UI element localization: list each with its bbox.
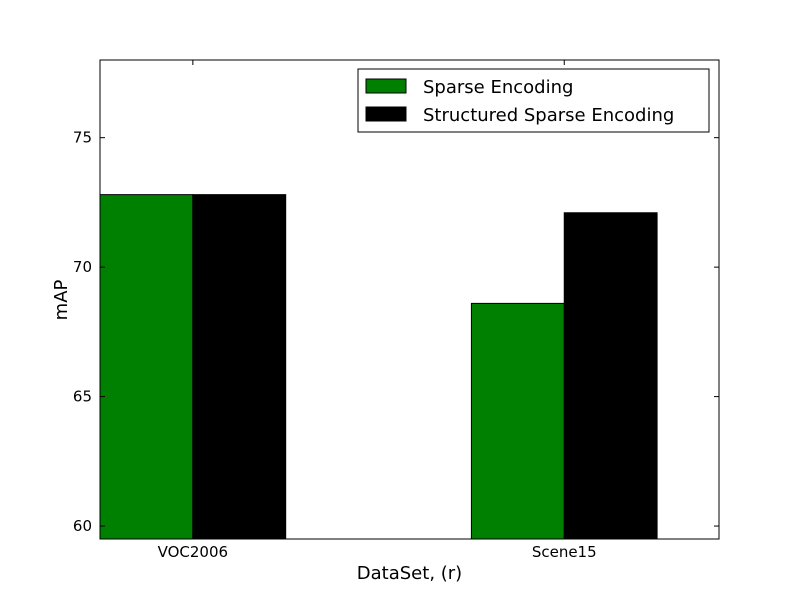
bar-voc2006-series-1 bbox=[99, 194, 194, 540]
y-tick-label: 65 bbox=[73, 388, 92, 406]
bar-scene15-series-1 bbox=[470, 302, 565, 540]
legend-label: Sparse Encoding bbox=[423, 77, 573, 98]
legend-swatch bbox=[365, 106, 407, 122]
y-axis-label: mAP bbox=[51, 280, 72, 321]
plot-frame bbox=[99, 59, 720, 540]
x-axis-label: DataSet, (r) bbox=[357, 563, 462, 584]
legend-box bbox=[357, 68, 710, 133]
y-tick-label: 75 bbox=[73, 129, 92, 147]
x-tick-label: VOC2006 bbox=[158, 543, 228, 561]
bar-scene15-series-2 bbox=[563, 212, 658, 540]
y-tick-label: 70 bbox=[73, 258, 92, 276]
legend-label: Structured Sparse Encoding bbox=[423, 105, 674, 126]
bar-voc2006-series-2 bbox=[192, 194, 287, 540]
bars-layer bbox=[99, 194, 658, 540]
y-tick-label: 60 bbox=[73, 517, 92, 535]
ticks-layer: 60 65 70 75 VOC2006 Scene15 bbox=[73, 60, 719, 561]
x-tick-label: Scene15 bbox=[532, 543, 597, 561]
legend: Sparse Encoding Structured Sparse Encodin… bbox=[357, 68, 710, 133]
legend-swatch bbox=[365, 78, 407, 94]
